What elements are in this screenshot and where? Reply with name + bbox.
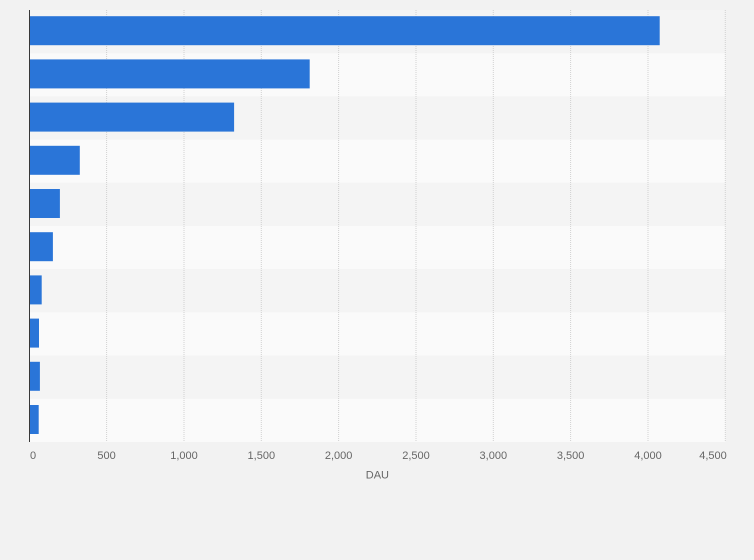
svg-text:3,500: 3,500 xyxy=(557,450,585,462)
svg-text:1,500: 1,500 xyxy=(248,450,276,462)
svg-text:2,500: 2,500 xyxy=(402,450,430,462)
svg-text:1,000: 1,000 xyxy=(170,450,198,462)
svg-text:DAU: DAU xyxy=(366,470,389,482)
svg-text:4,000: 4,000 xyxy=(634,450,662,462)
svg-text:4,500: 4,500 xyxy=(699,450,727,462)
svg-text:2,000: 2,000 xyxy=(325,450,353,462)
svg-text:500: 500 xyxy=(97,450,115,462)
svg-text:3,000: 3,000 xyxy=(480,450,508,462)
svg-text:0: 0 xyxy=(30,450,36,462)
